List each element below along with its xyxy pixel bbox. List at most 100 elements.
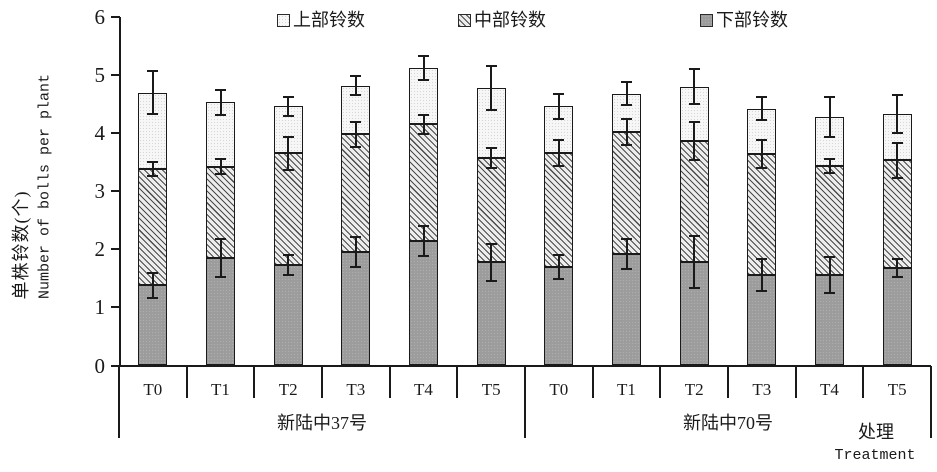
- x-tick: [185, 366, 188, 398]
- error-bar-cap: [350, 145, 362, 148]
- error-bar-line: [557, 94, 560, 119]
- error-bar-cap: [553, 164, 565, 167]
- error-bar-line: [760, 258, 763, 292]
- bar-segment-lower: [747, 274, 777, 366]
- error-bar-cap: [621, 144, 632, 147]
- error-bar-cap: [891, 131, 903, 134]
- bar-segment-lower: [679, 262, 709, 366]
- error-bar-line: [287, 254, 290, 276]
- error-bar-cap: [756, 119, 768, 122]
- x-category-label: T0: [143, 380, 163, 399]
- error-bar-line: [760, 97, 763, 121]
- x-group-label: 新陆中37号: [277, 413, 367, 433]
- error-bar-line: [896, 143, 899, 178]
- error-bar-cap: [418, 133, 429, 136]
- y-tick: [111, 190, 120, 193]
- error-bar-cap: [215, 276, 226, 279]
- error-bar-line: [828, 158, 831, 173]
- error-bar-cap: [756, 290, 768, 293]
- error-bar-cap: [824, 291, 835, 294]
- error-bar-cap: [621, 117, 632, 120]
- bar-segment-middle: [409, 124, 438, 241]
- y-tick: [111, 74, 120, 77]
- x-category-label: T0: [549, 380, 569, 399]
- error-bar-cap: [282, 253, 294, 256]
- error-bar-cap: [215, 173, 226, 176]
- error-bar-line: [896, 258, 899, 278]
- error-bar-cap: [688, 68, 700, 71]
- error-bar-cap: [215, 158, 226, 161]
- x-group-divider: [930, 366, 932, 438]
- error-bar-cap: [282, 136, 294, 139]
- bar-segment-middle: [138, 169, 168, 286]
- error-bar-cap: [891, 94, 903, 97]
- error-bar-cap: [824, 255, 835, 258]
- x-tick: [862, 366, 865, 398]
- error-bar-line: [151, 162, 154, 177]
- bar-segment-lower: [341, 252, 371, 366]
- error-bar-cap: [756, 139, 768, 142]
- error-bar-cap: [147, 271, 159, 274]
- x-category-label: T4: [414, 380, 433, 399]
- error-bar-line: [422, 225, 425, 256]
- y-tick: [111, 248, 120, 251]
- error-bar-cap: [824, 135, 835, 138]
- x-tick: [321, 366, 323, 398]
- x-tick: [794, 366, 797, 398]
- error-bar-cap: [485, 279, 497, 282]
- error-bar-line: [354, 122, 357, 147]
- legend-label-lower: 下部铃数: [716, 10, 788, 30]
- y-tick-label: 5: [94, 63, 106, 88]
- bar-segment-lower: [409, 240, 438, 366]
- error-bar-cap: [688, 234, 700, 237]
- error-bar-cap: [418, 78, 429, 81]
- error-bar-cap: [824, 157, 835, 160]
- error-bar-cap: [688, 103, 700, 106]
- error-bar-cap: [147, 297, 159, 300]
- error-bar-line: [151, 272, 154, 299]
- x-tick: [253, 366, 256, 398]
- error-bar-cap: [282, 274, 294, 277]
- error-bar-cap: [553, 139, 565, 142]
- error-bar-cap: [485, 64, 497, 67]
- error-bar-line: [490, 243, 493, 281]
- error-bar-line: [625, 239, 628, 269]
- error-bar-cap: [147, 175, 159, 178]
- x-category-label: T1: [617, 380, 636, 399]
- bar-segment-middle: [612, 132, 641, 254]
- error-bar-cap: [756, 96, 768, 99]
- bar-segment-middle: [544, 152, 574, 267]
- error-bar-line: [693, 69, 696, 105]
- error-bar-cap: [553, 93, 565, 96]
- x-group-label: 新陆中70号: [683, 413, 773, 433]
- error-bar-cap: [418, 224, 429, 227]
- legend-label-middle: 中部铃数: [474, 10, 546, 30]
- x-axis-title-chinese: 处理: [858, 422, 894, 442]
- error-bar-cap: [485, 242, 497, 245]
- error-bar-cap: [282, 95, 294, 98]
- x-group-divider: [118, 366, 120, 438]
- y-tick-label: 0: [94, 353, 106, 378]
- error-bar-cap: [756, 257, 768, 260]
- error-bar-cap: [621, 81, 632, 84]
- error-bar-line: [896, 95, 899, 133]
- error-bar-cap: [891, 257, 903, 260]
- legend-marker-upper-icon: [277, 13, 290, 27]
- legend-item-middle: 中部铃数: [458, 10, 546, 30]
- x-category-label: T3: [752, 380, 772, 399]
- x-category-label: T2: [278, 380, 298, 399]
- error-bar-cap: [756, 167, 768, 170]
- error-bar-line: [354, 237, 357, 268]
- error-bar-cap: [147, 70, 159, 73]
- error-bar-line: [557, 254, 560, 279]
- x-axis-title-english: Treatment: [834, 447, 916, 464]
- legend-item-lower: 下部铃数: [700, 10, 788, 30]
- y-tick: [111, 306, 120, 309]
- error-bar-cap: [621, 238, 632, 241]
- error-bar-line: [422, 56, 425, 80]
- error-bar-cap: [824, 96, 835, 99]
- error-bar-cap: [418, 55, 429, 58]
- error-bar-line: [490, 148, 493, 168]
